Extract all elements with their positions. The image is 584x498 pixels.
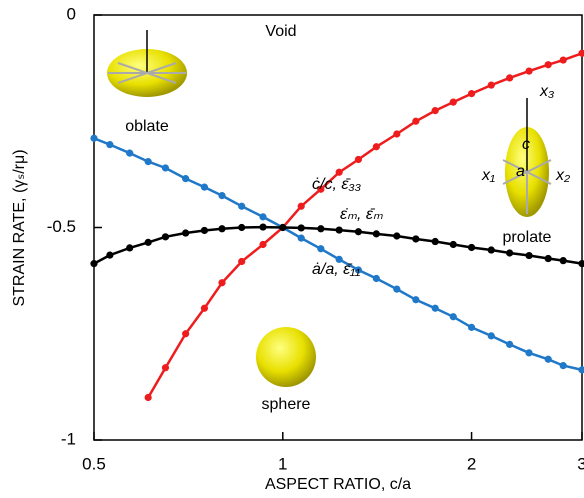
data-point <box>578 50 584 57</box>
data-point <box>355 156 362 163</box>
series-label: ȧ/a, ε̄₁₁ <box>312 261 360 278</box>
data-point <box>393 286 400 293</box>
data-point <box>373 275 380 282</box>
y-tick-label: 0 <box>67 4 76 23</box>
data-point <box>468 324 475 331</box>
data-point <box>468 90 475 97</box>
data-point <box>432 305 439 312</box>
annotation: sphere <box>262 396 311 413</box>
data-point <box>412 118 419 125</box>
data-point <box>182 330 189 337</box>
oblate-icon <box>107 30 187 97</box>
data-point <box>336 226 343 233</box>
data-point <box>238 224 245 231</box>
x-tick-label: 0.5 <box>82 454 106 473</box>
data-point <box>450 241 457 248</box>
data-point <box>450 99 457 106</box>
data-point <box>545 356 552 363</box>
data-point <box>201 305 208 312</box>
data-point <box>279 224 286 231</box>
x-tick-label: 2 <box>467 454 476 473</box>
series-label: ċ/c, ε̄₃₃ <box>312 176 361 193</box>
data-point <box>412 235 419 242</box>
data-point <box>373 143 380 150</box>
data-point <box>506 249 513 256</box>
data-point <box>506 341 513 348</box>
data-point <box>373 230 380 237</box>
data-point <box>525 349 532 356</box>
data-point <box>201 227 208 234</box>
data-point <box>412 296 419 303</box>
y-tick-label: -0.5 <box>47 217 76 236</box>
data-point <box>145 239 152 246</box>
data-point <box>450 313 457 320</box>
series-label: ε̇ₘ, ε̄ₘ <box>340 206 383 223</box>
data-point <box>106 141 113 148</box>
prolate-icon <box>503 98 551 217</box>
annotation: oblate <box>125 118 169 135</box>
data-point <box>218 279 225 286</box>
data-point <box>162 164 169 171</box>
data-point <box>545 61 552 68</box>
data-point <box>336 169 343 176</box>
x-axis-label: ASPECT RATIO, c/a <box>265 476 411 493</box>
data-point <box>259 241 266 248</box>
data-point <box>393 232 400 239</box>
data-point <box>145 158 152 165</box>
data-point <box>488 332 495 339</box>
data-point <box>201 184 208 191</box>
data-point <box>259 213 266 220</box>
data-point <box>545 255 552 262</box>
data-point <box>298 224 305 231</box>
data-point <box>218 192 225 199</box>
annotation: c <box>522 136 530 153</box>
data-point <box>432 107 439 114</box>
data-point <box>182 175 189 182</box>
data-point <box>162 233 169 240</box>
annotation: Void <box>265 23 296 40</box>
data-point <box>126 244 133 251</box>
data-point <box>355 228 362 235</box>
data-point <box>578 366 584 373</box>
data-point <box>317 245 324 252</box>
data-point <box>560 257 567 264</box>
data-point <box>560 362 567 369</box>
data-point <box>468 244 475 251</box>
annotation: x₃ <box>539 83 554 100</box>
data-point <box>432 238 439 245</box>
data-point <box>182 229 189 236</box>
data-point <box>238 258 245 265</box>
data-point <box>578 260 584 267</box>
data-point <box>393 130 400 137</box>
annotation: x₂ <box>555 167 570 184</box>
data-point <box>90 135 97 142</box>
data-point <box>106 252 113 259</box>
data-point <box>126 150 133 157</box>
annotation: x₁ <box>481 167 495 184</box>
data-point <box>506 74 513 81</box>
data-point <box>525 68 532 75</box>
data-point <box>317 225 324 232</box>
data-point <box>525 252 532 259</box>
data-point <box>298 235 305 242</box>
sphere-icon <box>256 327 316 387</box>
y-axis-label: STRAIN RATE, (γₛ/rμ) <box>11 149 28 306</box>
data-point <box>298 203 305 210</box>
chart: Void oblate prolate sphere x₃ x₁ x₂ c a … <box>0 0 584 498</box>
data-point <box>560 56 567 63</box>
data-point <box>218 225 225 232</box>
data-point <box>90 260 97 267</box>
data-point <box>238 203 245 210</box>
series-line <box>148 53 582 397</box>
x-tick-label: 1 <box>278 454 287 473</box>
data-point <box>162 364 169 371</box>
annotation: prolate <box>503 229 552 246</box>
data-point <box>488 246 495 253</box>
x-tick-label: 3 <box>577 454 584 473</box>
data-point <box>259 223 266 230</box>
data-point <box>488 82 495 89</box>
data-point <box>145 394 152 401</box>
annotation: a <box>516 163 525 180</box>
y-tick-label: -1 <box>61 429 76 448</box>
